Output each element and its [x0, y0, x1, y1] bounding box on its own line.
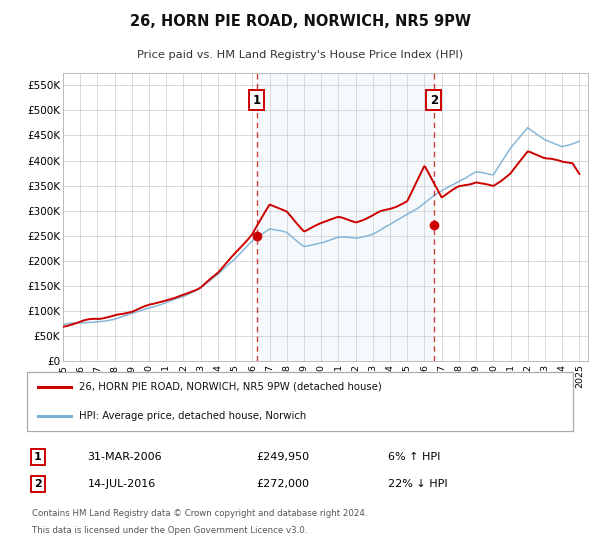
Text: Contains HM Land Registry data © Crown copyright and database right 2024.: Contains HM Land Registry data © Crown c…: [32, 508, 368, 517]
FancyBboxPatch shape: [27, 372, 573, 431]
Text: 1: 1: [34, 452, 41, 462]
Text: 1: 1: [253, 94, 261, 107]
Text: This data is licensed under the Open Government Licence v3.0.: This data is licensed under the Open Gov…: [32, 526, 308, 535]
Text: 26, HORN PIE ROAD, NORWICH, NR5 9PW (detached house): 26, HORN PIE ROAD, NORWICH, NR5 9PW (det…: [79, 382, 382, 392]
Text: HPI: Average price, detached house, Norwich: HPI: Average price, detached house, Norw…: [79, 411, 307, 421]
Text: 2: 2: [430, 94, 438, 107]
Text: 2: 2: [34, 479, 41, 489]
Text: 22% ↓ HPI: 22% ↓ HPI: [388, 479, 448, 489]
Text: £249,950: £249,950: [256, 452, 309, 462]
Text: 6% ↑ HPI: 6% ↑ HPI: [388, 452, 440, 462]
Text: 26, HORN PIE ROAD, NORWICH, NR5 9PW: 26, HORN PIE ROAD, NORWICH, NR5 9PW: [130, 14, 470, 29]
Text: 31-MAR-2006: 31-MAR-2006: [88, 452, 162, 462]
Text: 14-JUL-2016: 14-JUL-2016: [88, 479, 156, 489]
Bar: [257, 73, 434, 361]
Text: £272,000: £272,000: [256, 479, 309, 489]
Text: Price paid vs. HM Land Registry's House Price Index (HPI): Price paid vs. HM Land Registry's House …: [137, 50, 463, 60]
